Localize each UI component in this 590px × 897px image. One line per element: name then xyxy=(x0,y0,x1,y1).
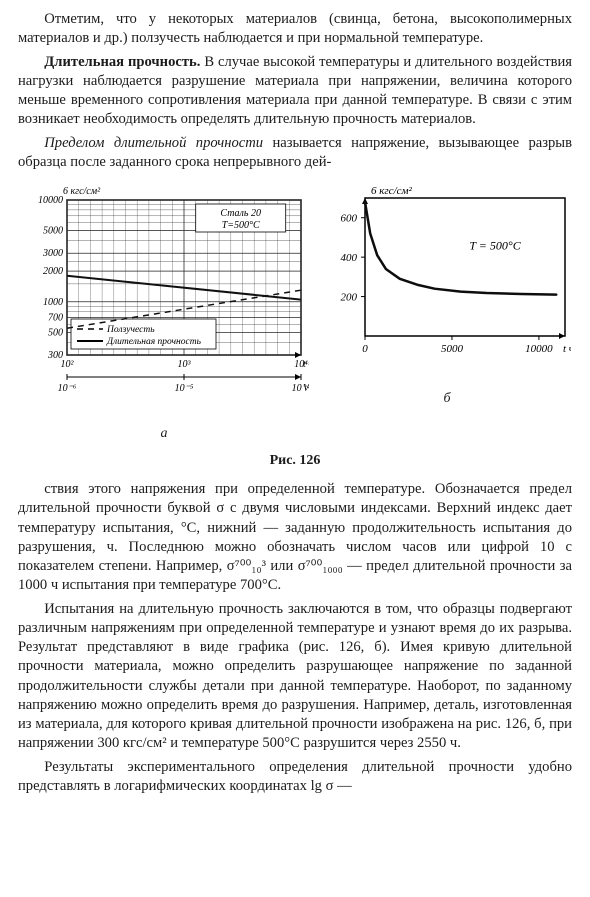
chart-b: 200 400 600 0 5000 10000 6 кгс/см² t ч T = 500°C xyxy=(323,180,571,380)
paragraph-3: Пределом длительной прочности называется… xyxy=(18,134,572,173)
svg-text:Сталь 20: Сталь 20 xyxy=(220,208,261,219)
svg-text:T = 500°C: T = 500°C xyxy=(469,238,521,252)
svg-text:3000: 3000 xyxy=(42,248,63,259)
svg-text:10000: 10000 xyxy=(38,195,63,206)
chart-b-wrapper: 200 400 600 0 5000 10000 6 кгс/см² t ч T = 500°C… xyxy=(323,180,571,409)
chart-a-wrapper: 30050070010002000300050001000010²10³10⁴6… xyxy=(19,180,309,444)
svg-text:2000: 2000 xyxy=(43,266,63,277)
para3-lead: Пределом длительной прочности xyxy=(44,135,263,151)
paragraph-5: Испытания на длительную прочность заключ… xyxy=(18,600,572,754)
paragraph-6: Результаты экспериментального определени… xyxy=(18,758,572,797)
svg-text:10³: 10³ xyxy=(178,359,192,370)
sublabel-a: а xyxy=(19,425,309,443)
paragraph-1: Отметим, что у некоторых материалов (сви… xyxy=(18,10,572,49)
chart-a: 30050070010002000300050001000010²10³10⁴6… xyxy=(19,180,309,415)
svg-text:t ч: t ч xyxy=(563,343,571,355)
svg-text:10⁻⁵: 10⁻⁵ xyxy=(175,383,194,394)
svg-text:5000: 5000 xyxy=(441,343,464,355)
paragraph-4: ствия этого напряжения при определенной … xyxy=(18,480,572,596)
svg-text:10⁻⁶: 10⁻⁶ xyxy=(58,383,77,394)
svg-text:T=500°C: T=500°C xyxy=(222,220,260,231)
svg-text:400: 400 xyxy=(341,252,358,264)
svg-text:10000: 10000 xyxy=(525,343,553,355)
svg-text:Длительная прочность: Длительная прочность xyxy=(106,337,202,347)
svg-text:10²: 10² xyxy=(61,359,75,370)
svg-text:t ч: t ч xyxy=(303,359,309,370)
para2-lead: Длительная прочность. xyxy=(44,54,200,70)
sublabel-b: б xyxy=(323,390,571,408)
svg-text:200: 200 xyxy=(341,292,358,304)
figure-126: 30050070010002000300050001000010²10³10⁴6… xyxy=(18,180,572,470)
svg-text:700: 700 xyxy=(48,313,63,324)
svg-text:Vₑ 1/ч: Vₑ 1/ч xyxy=(303,383,309,394)
svg-text:1000: 1000 xyxy=(43,297,63,308)
svg-text:Ползучесть: Ползучесть xyxy=(106,325,155,335)
figure-caption: Рис. 126 xyxy=(18,452,572,470)
svg-text:6 кгс/см²: 6 кгс/см² xyxy=(63,186,101,197)
svg-text:6 кгс/см²: 6 кгс/см² xyxy=(371,185,413,197)
paragraph-2: Длительная прочность. В случае высокой т… xyxy=(18,53,572,130)
svg-text:600: 600 xyxy=(341,213,358,225)
svg-text:5000: 5000 xyxy=(43,226,63,237)
svg-text:0: 0 xyxy=(362,343,368,355)
svg-text:500: 500 xyxy=(48,327,63,338)
